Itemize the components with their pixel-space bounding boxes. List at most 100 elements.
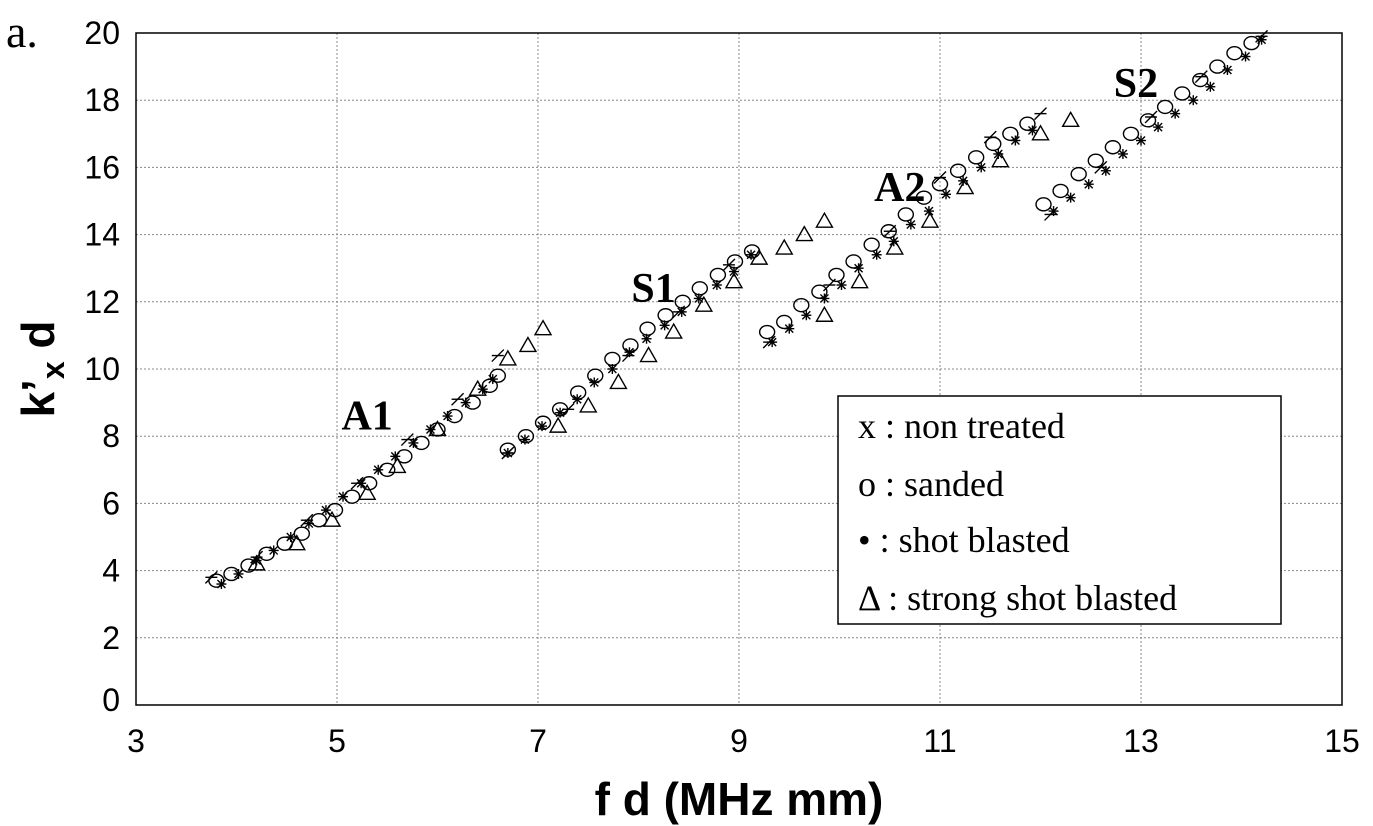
svg-text:k’x d: k’x d [12,320,71,417]
y-tick-label: 8 [102,418,120,454]
marker-asterisk [442,411,453,422]
marker-asterisk [251,555,262,566]
marker-asterisk [1100,165,1111,176]
mode-label-s1: S1 [631,266,675,312]
marker-circle [1243,35,1260,51]
marker-asterisk [555,407,566,418]
marker-triangle [428,420,447,437]
marker-asterisk [728,266,739,277]
marker-asterisk [1256,34,1267,45]
marker-triangle [991,151,1010,168]
marker-circle [828,267,845,283]
marker-asterisk [502,448,513,458]
marker-circle [931,176,949,192]
marker-circle [674,294,691,309]
plot-frame [135,32,1343,706]
marker-asterisk [338,491,349,502]
marker-circle [985,136,1002,152]
marker-circle [639,321,656,336]
marker-circle [1192,72,1209,88]
marker-asterisk [1170,108,1181,119]
marker-circle [915,190,933,205]
y-axis-title: k’x d [12,320,71,417]
marker-circle [1087,153,1104,168]
marker-triangle [749,248,769,265]
marker-circle [622,338,639,353]
marker-triangle [518,336,538,353]
marker-triangle [247,554,266,571]
x-tick-label: 15 [1324,723,1360,759]
marker-cross [1194,70,1208,84]
marker-cross [1034,107,1047,121]
marker-asterisk [1222,64,1233,75]
marker-circle [1070,166,1087,182]
marker-asterisk [1240,51,1251,62]
y-tick-label: 6 [102,485,120,521]
marker-triangle [920,211,940,228]
marker-asterisk [589,377,600,388]
marker-triangle [955,178,975,195]
marker-asterisk [1153,122,1164,133]
marker-circle [240,558,257,573]
marker-circle [570,385,587,400]
marker-triangle [468,379,487,396]
x-tick-label: 7 [529,723,547,759]
legend-box [837,395,1282,625]
marker-asterisk [1205,81,1216,92]
marker-circle [604,351,621,367]
marker-triangle [639,346,658,363]
marker-circle [1174,86,1191,101]
x-axis-title: f d (MHz mm) [595,773,884,825]
marker-triangle [775,238,794,255]
marker-asterisk [268,545,279,556]
marker-circle [880,224,897,239]
marker-asterisk [836,280,847,290]
marker-triangle [388,457,407,474]
marker-asterisk [487,374,498,385]
marker-triangle [815,211,834,228]
marker-circle [691,281,709,296]
marker-circle [897,207,915,222]
mode-label-a1: A1 [341,393,392,439]
marker-circle [293,526,311,541]
y-tick-label: 12 [84,284,120,320]
marker-asterisk [1117,148,1128,159]
y-tick-label: 18 [84,82,120,118]
marker-asterisk [537,421,548,432]
marker-asterisk [285,532,296,542]
y-tick-label: 0 [102,682,120,718]
y-tick-label: 2 [102,620,120,656]
marker-asterisk [408,437,419,448]
x-tick-label: 11 [923,723,956,759]
legend-item-sanded: o : sanded [858,464,1004,504]
marker-asterisk [519,434,530,445]
x-tick-label: 9 [730,723,748,759]
y-axis-title-main: k’ [12,379,64,417]
marker-asterisk [784,323,795,334]
y-ticks: 0 2 4 6 8 10 12 14 16 18 20 [84,15,120,718]
marker-asterisk [356,478,367,489]
marker-asterisk [676,306,687,317]
marker-asterisk [607,364,618,374]
marker-asterisk [216,579,227,590]
marker-circle [776,314,793,330]
marker-triangle [609,373,628,390]
marker-asterisk [1010,135,1021,146]
marker-asterisk [373,464,384,475]
marker-circle [793,297,810,313]
marker-cross [400,433,414,447]
marker-asterisk [871,249,882,260]
marker-circle [758,324,776,340]
marker-triangle [548,416,568,433]
marker-circle [1226,45,1243,61]
marker-circle [1122,126,1140,142]
marker-triangle [795,225,814,242]
marker-triangle [579,396,598,413]
marker-asterisk [659,320,670,331]
y-tick-label: 10 [84,351,120,387]
marker-circle [1156,99,1174,115]
x-tick-label: 13 [1123,723,1159,759]
marker-asterisk [460,397,471,408]
marker-asterisk [233,568,244,579]
